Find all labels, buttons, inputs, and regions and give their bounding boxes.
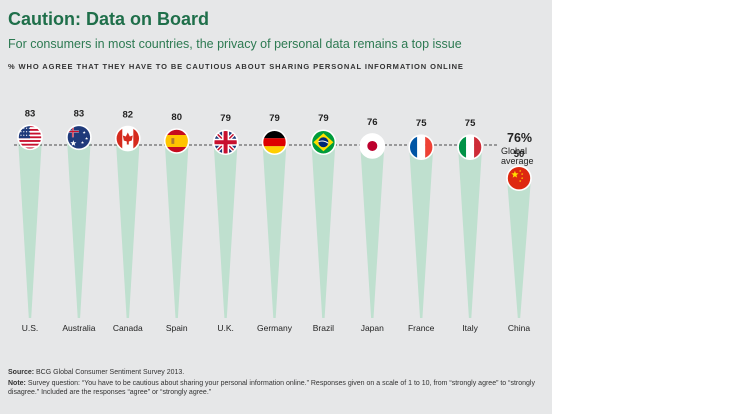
source-label: Source: xyxy=(8,369,35,376)
value-label: 80 xyxy=(171,112,182,123)
category-label: Japan xyxy=(361,323,384,333)
value-label: 82 xyxy=(123,110,134,121)
value-label: 83 xyxy=(74,108,85,119)
brazil-flag-icon xyxy=(310,129,337,156)
note-label: Note: xyxy=(8,380,26,387)
value-label: 50 xyxy=(514,149,525,160)
category-label: Italy xyxy=(462,323,478,333)
uk-flag-icon xyxy=(212,129,239,156)
chart-subtitle: For consumers in most countries, the pri… xyxy=(8,37,462,51)
bar-italy xyxy=(458,147,483,318)
china-flag-icon xyxy=(506,165,532,191)
bar-brazil xyxy=(311,142,336,318)
category-label: Spain xyxy=(166,323,188,333)
value-label: 79 xyxy=(318,113,329,124)
chart-panel: Caution: Data on Board For consumers in … xyxy=(0,0,552,414)
y-axis-label: % WHO AGREE THAT THEY HAVE TO BE CAUTIOU… xyxy=(8,62,464,71)
category-label: U.S. xyxy=(22,323,39,333)
category-label: Australia xyxy=(62,323,95,333)
global-average-label: Global average xyxy=(501,146,534,166)
category-label: Canada xyxy=(113,323,143,333)
bar-spain xyxy=(164,141,189,318)
bar-us xyxy=(18,137,42,318)
bar-canada xyxy=(115,138,140,318)
category-label: Brazil xyxy=(313,323,334,333)
value-label: 79 xyxy=(220,113,231,124)
value-label: 83 xyxy=(25,108,36,119)
australia-flag-icon xyxy=(66,124,92,151)
italy-flag-icon xyxy=(457,134,483,160)
category-label: China xyxy=(508,323,530,333)
bar-germany xyxy=(262,142,287,318)
value-label: 76 xyxy=(367,117,378,128)
spain-flag-icon xyxy=(163,128,190,154)
value-label: 75 xyxy=(465,118,476,129)
global-average-value: 76% xyxy=(507,131,533,145)
canada-flag-icon xyxy=(115,125,141,152)
value-label: 75 xyxy=(416,118,427,129)
value-label: 79 xyxy=(269,113,280,124)
source-note: Source: BCG Global Consumer Sentiment Su… xyxy=(8,369,184,376)
chart-title: Caution: Data on Board xyxy=(8,9,209,29)
note-text: Survey question: “You have to be cautiou… xyxy=(8,380,535,396)
bar-china xyxy=(507,178,531,318)
spike-chart: 83 U.S. 83 Australia 82 Canada 80 Spain 79 U.K. 79… xyxy=(14,108,532,333)
category-label: U.K. xyxy=(217,323,234,333)
france-flag-icon xyxy=(408,134,435,160)
survey-note: Note: Survey question: “You have to be c… xyxy=(8,379,543,397)
us-flag-icon xyxy=(17,124,43,151)
japan-flag-icon xyxy=(359,133,386,159)
bar-uk xyxy=(213,142,238,318)
bar-japan xyxy=(360,145,385,318)
bar-australia xyxy=(66,137,91,318)
bar-france xyxy=(409,147,434,318)
source-text: BCG Global Consumer Sentiment Survey 201… xyxy=(36,369,185,376)
germany-flag-icon xyxy=(261,129,288,156)
category-label: France xyxy=(408,323,435,333)
category-label: Germany xyxy=(257,323,293,333)
